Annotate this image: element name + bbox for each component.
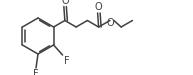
Text: F: F [33, 69, 39, 75]
Text: O: O [95, 2, 102, 12]
Text: O: O [107, 19, 114, 28]
Text: O: O [61, 0, 69, 5]
Text: F: F [63, 56, 69, 66]
